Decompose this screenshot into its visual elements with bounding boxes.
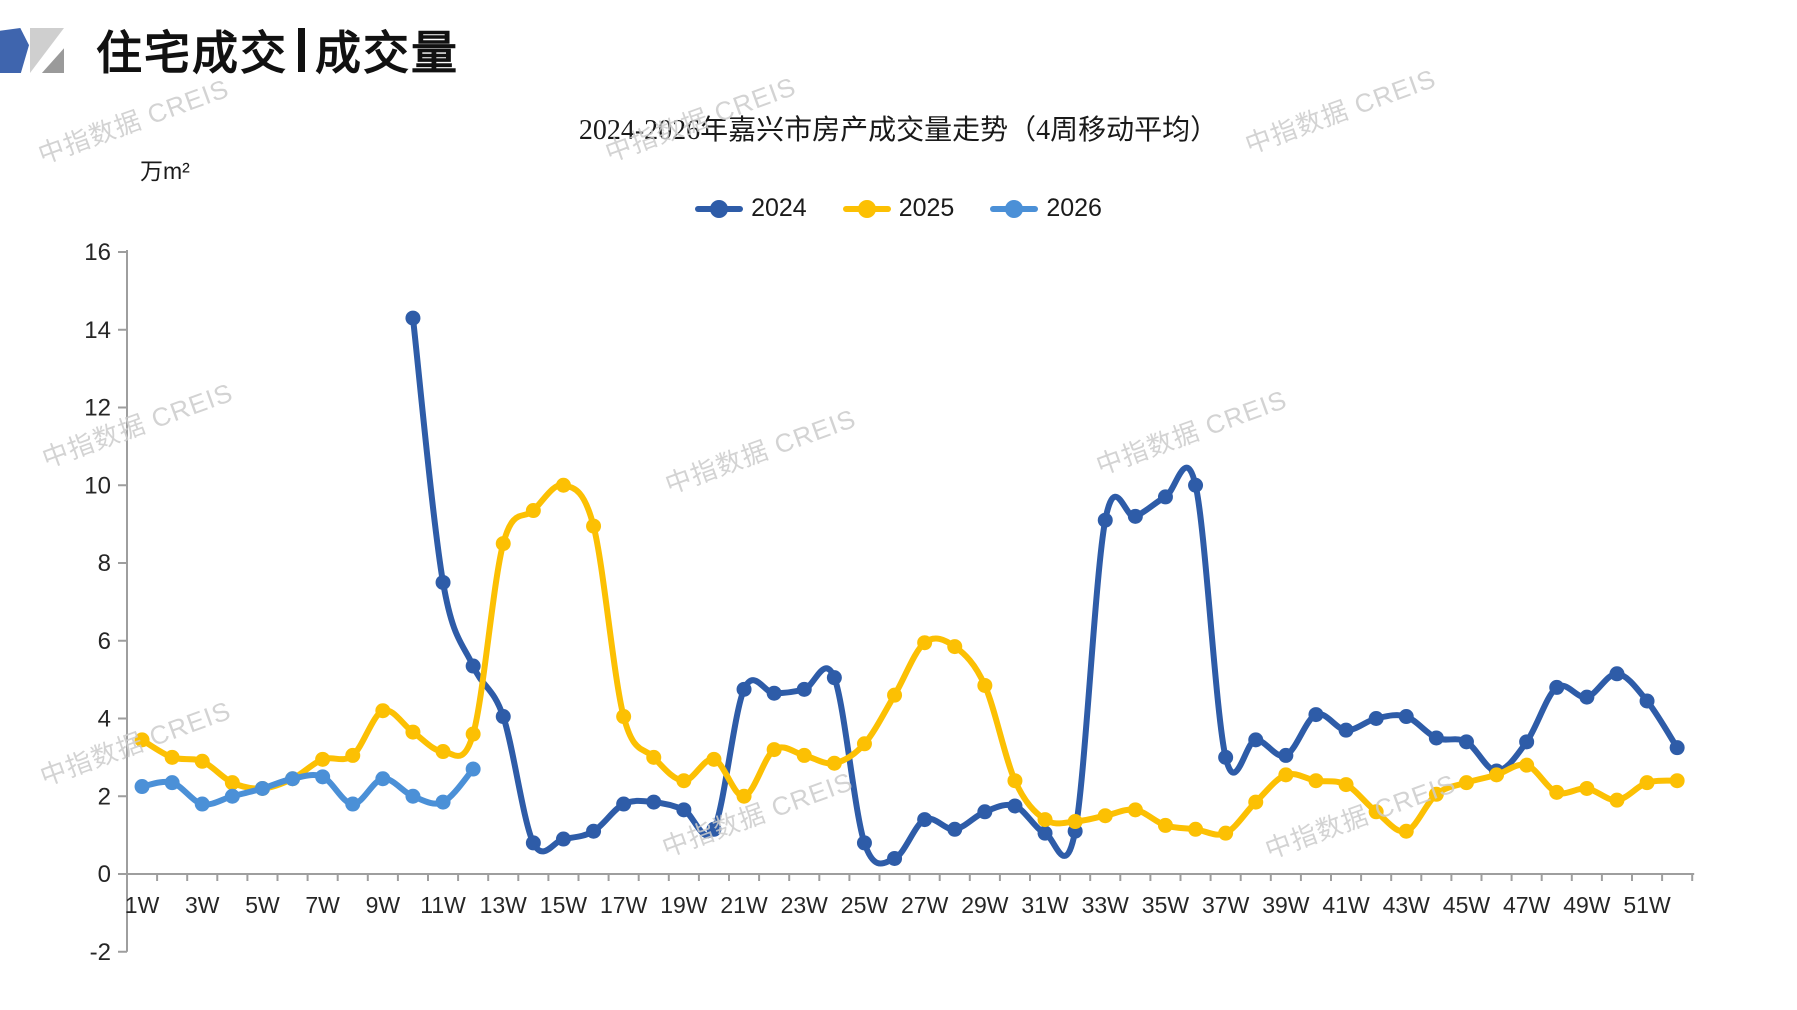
series-2025-markers [134,477,1685,841]
x-tick-label: 1W [125,892,160,918]
y-tick-label: 16 [84,239,111,266]
x-tick-label: 9W [366,892,401,918]
x-tick-label: 47W [1503,892,1551,918]
x-axis-ticks: 1W 3W 5W 7W 9W 11W 13W 15W 17W 19W 21W 23W 25W 27W 29W… [125,874,1694,918]
legend-label-2026: 2026 [1046,194,1102,222]
x-tick-label: 29W [961,892,1009,918]
y-tick-label: -2 [90,939,111,966]
x-tick-label: 7W [305,892,340,918]
x-tick-label: 51W [1623,892,1671,918]
y-tick-label: 4 [98,706,111,733]
x-tick-label: 3W [185,892,220,918]
chart-title: 2024-2026年嘉兴市房产成交量走势（4周移动平均） [578,115,1219,146]
x-tick-label: 17W [600,892,648,918]
legend-marker-2025-icon [842,199,891,218]
x-tick-label: 25W [841,892,889,918]
y-tick-label: 12 [84,395,111,422]
x-tick-label: 15W [540,892,588,918]
x-tick-label: 45W [1443,892,1491,918]
y-tick-label: 10 [84,472,111,499]
legend-item-2026: 2026 [990,194,1102,223]
y-tick-label: 6 [98,628,111,655]
y-axis-ticks: 16 14 12 10 8 6 4 2 0 -2 [84,239,127,966]
x-tick-label: 49W [1563,892,1611,918]
x-tick-label: 27W [901,892,949,918]
x-tick-label: 19W [660,892,708,918]
y-tick-label: 2 [98,783,111,810]
series-2025 [134,477,1685,841]
y-tick-label: 14 [84,317,111,344]
page-title-left: 住宅成交 [96,28,288,79]
x-tick-label: 33W [1082,892,1130,918]
creis-logo-icon [0,26,64,74]
x-tick-label: 43W [1383,892,1431,918]
legend-item-2024: 2024 [695,194,807,223]
x-tick-label: 5W [245,892,280,918]
x-tick-label: 13W [480,892,528,918]
page-title: 住宅成交 成交量 [96,17,459,83]
series-2024 [405,310,1685,867]
x-tick-label: 11W [420,892,466,918]
chart-legend: 2024 2025 2026 [0,194,1797,223]
x-tick-label: 37W [1202,892,1250,918]
series-2026-line [139,766,477,808]
series-2024-markers [405,310,1685,866]
x-tick-label: 31W [1021,892,1069,918]
legend-item-2025: 2025 [842,194,955,223]
y-tick-label: 8 [98,550,111,577]
y-tick-label: 0 [98,861,111,888]
series-2026-markers [134,761,481,812]
legend-label-2025: 2025 [898,194,955,222]
legend-label-2024: 2024 [751,194,807,222]
x-tick-label: 23W [781,892,829,918]
page-title-right: 成交量 [315,28,459,79]
x-tick-label: 39W [1262,892,1310,918]
y-axis-unit-label: 万m² [140,158,190,184]
x-tick-label: 21W [720,892,768,918]
title-divider-bar [298,28,305,72]
x-tick-label: 35W [1142,892,1190,918]
axes [126,250,1695,952]
series-2026 [134,761,481,812]
page-header: 住宅成交 成交量 [0,22,459,79]
legend-marker-2024-icon [695,199,744,218]
legend-marker-2026-icon [990,199,1039,218]
x-tick-label: 41W [1322,892,1370,918]
